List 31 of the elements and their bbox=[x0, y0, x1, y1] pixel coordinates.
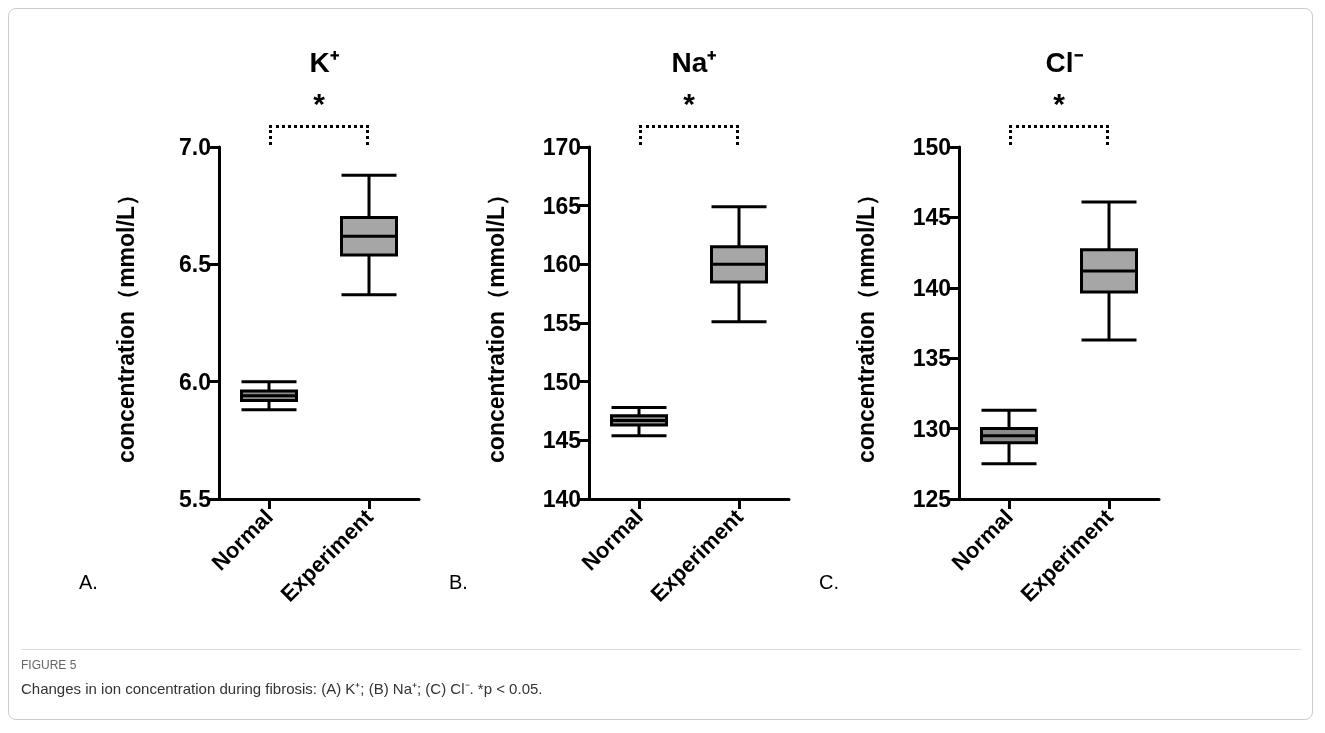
y-tick-label: 170 bbox=[542, 134, 581, 160]
chart-title: K⁺ bbox=[309, 46, 339, 78]
chart-title: Cl⁻ bbox=[1045, 46, 1083, 78]
y-tick-label: 7.0 bbox=[179, 134, 211, 160]
y-tick-label: 165 bbox=[542, 192, 582, 219]
y-tick-label: 130 bbox=[912, 415, 951, 442]
y-tick-label: 150 bbox=[912, 134, 951, 160]
y-tick-label: 6.5 bbox=[179, 251, 212, 278]
y-axis-title: concentration（mmol/L） bbox=[852, 183, 879, 463]
y-tick-label: 140 bbox=[912, 274, 951, 301]
text: C. bbox=[819, 571, 839, 594]
y-tick-label: 160 bbox=[542, 251, 581, 278]
text: * bbox=[682, 87, 696, 121]
caption: FIGURE 5 bbox=[21, 658, 78, 672]
y-axis-title: concentration（mmol/L） bbox=[112, 183, 139, 463]
y-tick-label: 125 bbox=[912, 486, 952, 512]
text: A. bbox=[79, 571, 98, 594]
y-tick-label: 145 bbox=[912, 204, 952, 231]
text: B. bbox=[449, 571, 468, 594]
y-tick-label: 145 bbox=[542, 427, 582, 454]
chart-title: Na⁺ bbox=[671, 46, 717, 78]
text: Changes in ion concentration during fibrosis: (A) K⁺; (B) Na⁺; (C) Cl⁻. *p < 0.05. bbox=[21, 679, 544, 698]
text: * bbox=[1052, 87, 1066, 121]
y-tick-label: 135 bbox=[912, 345, 952, 372]
y-tick-label: 5.5 bbox=[179, 486, 212, 512]
y-axis-title: concentration（mmol/L） bbox=[482, 183, 509, 463]
y-tick-label: 6.0 bbox=[179, 368, 211, 395]
text: * bbox=[312, 87, 326, 121]
y-tick-label: 155 bbox=[542, 310, 582, 336]
y-tick-label: 140 bbox=[542, 486, 581, 512]
y-tick-label: 150 bbox=[542, 368, 581, 395]
